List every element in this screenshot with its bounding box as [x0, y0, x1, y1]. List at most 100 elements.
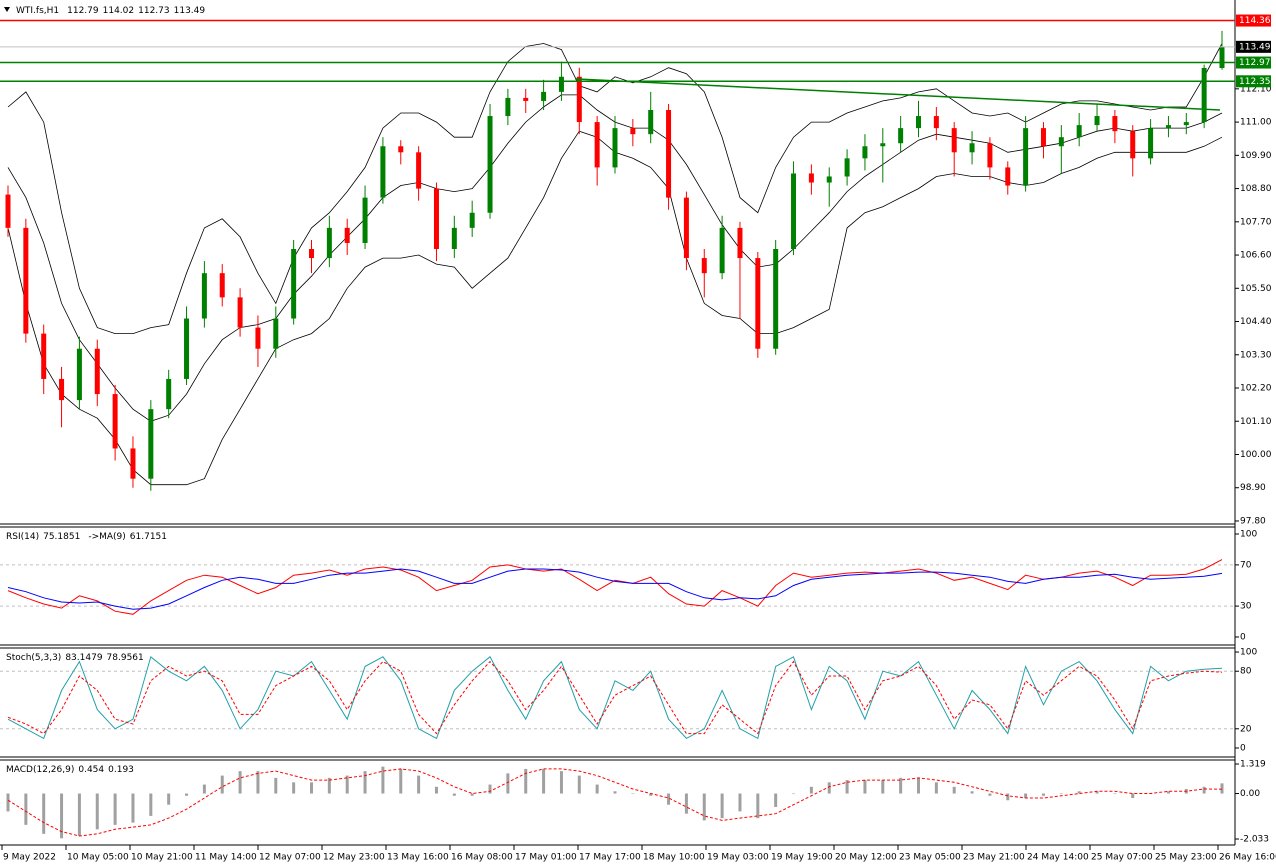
histogram-bar	[631, 793, 635, 795]
x-tick-label: 12 May 23:00	[323, 853, 385, 863]
histogram-bar	[399, 768, 403, 794]
candle-body	[326, 227, 332, 259]
candle-body	[1058, 137, 1064, 147]
y-tick-label: 105.50	[1240, 284, 1272, 294]
histogram-bar	[649, 793, 653, 796]
histogram-bar	[1220, 783, 1224, 794]
histogram-bar	[756, 793, 760, 819]
indicator-value: 61.7151	[130, 532, 167, 542]
candle-body	[5, 194, 11, 228]
candle-body	[916, 116, 921, 129]
histogram-bar	[60, 793, 64, 839]
indicator-value: 0.193	[108, 765, 134, 775]
candle-body	[1219, 46, 1225, 68]
candle-body	[1183, 122, 1189, 126]
candle-body	[1005, 167, 1011, 186]
candle-body	[219, 273, 225, 298]
bollinger-band	[7, 43, 1223, 334]
candle-body	[273, 318, 279, 349]
histogram-bar	[238, 771, 242, 794]
histogram-bar	[452, 793, 456, 796]
histogram-bar	[24, 793, 28, 825]
histogram-bar	[77, 793, 81, 837]
histogram-bar	[185, 793, 189, 796]
candle-body	[808, 173, 814, 183]
histogram-bar	[845, 780, 849, 794]
histogram-bar	[738, 793, 742, 812]
candle-body	[487, 116, 493, 213]
histogram-bar	[595, 784, 599, 794]
histogram-bar	[1006, 793, 1010, 801]
histogram-bar	[256, 771, 260, 794]
candle-body	[719, 227, 725, 274]
histogram-bar	[667, 793, 671, 805]
candle-body	[94, 348, 100, 395]
candle-body	[130, 448, 136, 479]
histogram-bar	[1059, 793, 1063, 795]
candle-body	[773, 249, 779, 349]
histogram-bar	[6, 793, 10, 812]
x-tick-label: 16 May 08:00	[451, 853, 513, 863]
histogram-bar	[863, 780, 867, 794]
candle-body	[1076, 125, 1082, 138]
candle-body	[76, 348, 82, 401]
candle-body	[1165, 125, 1171, 129]
candle-body	[880, 143, 886, 147]
candle-body	[826, 176, 832, 183]
ohlc-value: 113.49	[174, 6, 206, 16]
histogram-bar	[202, 784, 206, 794]
candle-body	[112, 394, 118, 449]
histogram-bar	[488, 784, 492, 794]
candle-body	[41, 333, 47, 379]
histogram-bar	[506, 773, 510, 794]
candle-body	[630, 128, 636, 135]
histogram-bar	[327, 777, 331, 794]
ohlc-value: 112.73	[138, 6, 170, 16]
y-tick-label: 101.10	[1240, 417, 1272, 427]
y-tick-label: 108.80	[1240, 184, 1272, 194]
histogram-bar	[827, 782, 831, 794]
y-tick-label: 80	[1240, 667, 1252, 677]
indicator-name: MACD(12,26,9)	[6, 765, 74, 775]
y-tick-label: 106.60	[1240, 251, 1272, 261]
x-tick-label: 23 May 05:00	[899, 853, 961, 863]
candle-body	[505, 97, 511, 117]
indicator-header: MACD(12,26,9) 0.454 0.193	[6, 765, 134, 775]
indicator-header: Stoch(5,3,3) 83.1479 78.9561	[6, 653, 144, 663]
y-tick-label: 98.90	[1240, 483, 1266, 493]
x-tick-label: 17 May 01:00	[515, 853, 577, 863]
candle-body	[416, 152, 422, 189]
candle-body	[166, 378, 172, 410]
candle-body	[255, 327, 261, 349]
y-tick-label: 104.40	[1240, 317, 1272, 327]
x-tick-label: 10 May 05:00	[67, 853, 129, 863]
candle-body	[344, 227, 350, 243]
indicator-name: Stoch(5,3,3)	[6, 653, 61, 663]
candle-body	[612, 128, 618, 168]
level-label-bg	[1236, 75, 1271, 88]
candle-body	[1094, 116, 1100, 126]
candle-body	[648, 109, 654, 135]
histogram-bar	[42, 793, 46, 834]
x-tick-label: 24 May 14:00	[1027, 853, 1089, 863]
y-tick-label: 100.00	[1240, 450, 1272, 460]
candle-body	[469, 212, 475, 228]
histogram-bar	[1202, 786, 1206, 794]
signal-line	[7, 768, 1223, 837]
candle-body	[558, 76, 564, 92]
y-tick-label: 109.90	[1240, 151, 1272, 161]
indicator-value: 0.454	[78, 765, 104, 775]
histogram-bar	[310, 782, 313, 794]
candle-body	[951, 128, 957, 153]
candle-body	[1201, 67, 1207, 123]
histogram-bar	[345, 775, 349, 794]
histogram-bar	[167, 793, 171, 805]
candle-body	[362, 197, 368, 243]
histogram-bar	[613, 791, 617, 794]
y-tick-label: 70	[1240, 560, 1252, 570]
candle-body	[844, 158, 850, 177]
candle-body	[683, 197, 689, 259]
candle-body	[23, 227, 29, 334]
